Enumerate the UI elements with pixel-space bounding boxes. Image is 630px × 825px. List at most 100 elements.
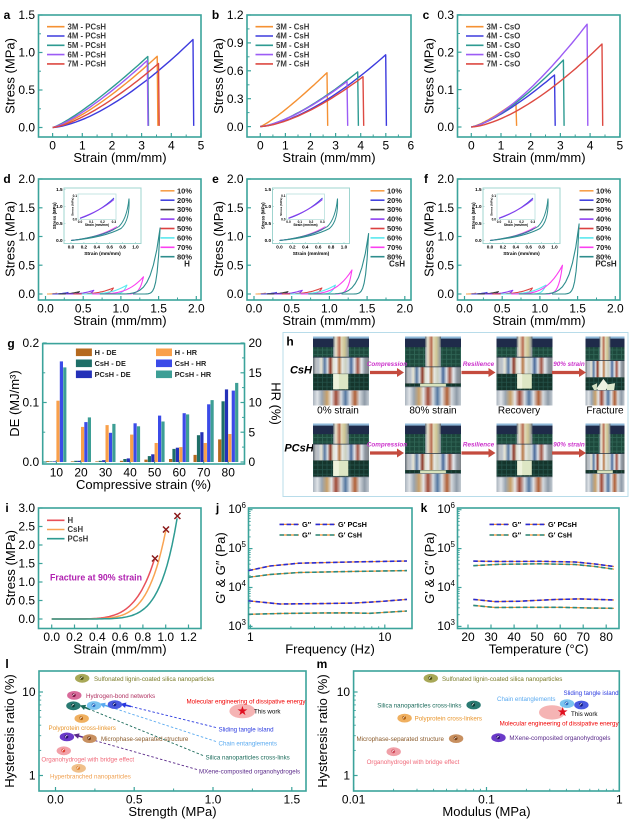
svg-text:30: 30 — [99, 466, 113, 480]
svg-text:0.0: 0.0 — [23, 455, 40, 469]
svg-text:Strain (mm/mm): Strain (mm/mm) — [73, 641, 166, 656]
svg-text:0.0: 0.0 — [37, 302, 54, 316]
svg-text:0.4: 0.4 — [89, 630, 106, 644]
svg-text:2.0: 2.0 — [18, 172, 35, 186]
svg-text:0.2: 0.2 — [519, 220, 524, 224]
svg-text:This work: This work — [571, 711, 598, 718]
svg-text:0.2: 0.2 — [309, 220, 314, 224]
svg-text:Stress (MPa): Stress (MPa) — [471, 202, 476, 229]
svg-text:PCsH - DE: PCsH - DE — [95, 370, 131, 379]
svg-text:0.0: 0.0 — [78, 220, 83, 224]
svg-text:Strain (mm/mm): Strain (mm/mm) — [293, 251, 330, 257]
svg-text:103: 103 — [228, 618, 246, 633]
svg-text:2: 2 — [307, 139, 314, 153]
svg-text:0: 0 — [49, 139, 56, 153]
svg-text:20: 20 — [461, 630, 475, 644]
svg-text:103: 103 — [437, 618, 455, 633]
svg-text:Sliding tangle island: Sliding tangle island — [564, 690, 620, 697]
svg-text:0.0: 0.0 — [497, 220, 502, 224]
svg-text:0.4: 0.4 — [302, 245, 309, 250]
svg-text:0.1: 0.1 — [437, 83, 454, 97]
svg-text:1: 1 — [498, 139, 505, 153]
svg-text:1.0: 1.0 — [475, 204, 482, 209]
svg-text:3: 3 — [138, 139, 145, 153]
svg-text:2: 2 — [109, 139, 116, 153]
svg-text:Organohydrogel with bridge eff: Organohydrogel with bridge effect — [367, 759, 460, 766]
svg-text:1.5: 1.5 — [475, 187, 482, 192]
svg-text:Compressive strain (%): Compressive strain (%) — [76, 477, 211, 492]
svg-text:10: 10 — [22, 685, 36, 699]
svg-text:Silica nanoparticles cross-lin: Silica nanoparticles cross-links — [206, 755, 290, 762]
svg-text:m: m — [317, 657, 328, 671]
svg-text:★: ★ — [237, 706, 247, 718]
svg-text:1: 1 — [343, 769, 350, 783]
svg-text:1.5: 1.5 — [18, 8, 35, 22]
svg-text:1.0: 1.0 — [321, 302, 338, 316]
svg-text:G″: G″ — [302, 520, 312, 529]
svg-text:1.0: 1.0 — [265, 204, 272, 209]
svg-text:0.2: 0.2 — [66, 630, 83, 644]
svg-text:0.5: 0.5 — [437, 258, 454, 272]
svg-text:0.8: 0.8 — [119, 245, 126, 250]
svg-text:10%: 10% — [387, 186, 402, 195]
svg-text:Strain (mm/mm): Strain (mm/mm) — [73, 150, 166, 165]
svg-text:Silica nanoparticles cross-lin: Silica nanoparticles cross-links — [377, 703, 461, 710]
svg-text:10%: 10% — [596, 186, 611, 195]
svg-text:Strain (mm/mm): Strain (mm/mm) — [84, 251, 121, 257]
svg-text:★: ★ — [558, 707, 568, 719]
svg-text:PCsH - HR: PCsH - HR — [175, 370, 212, 379]
svg-text:10: 10 — [50, 466, 64, 480]
svg-text:1.5: 1.5 — [283, 793, 300, 807]
svg-text:15: 15 — [249, 366, 263, 380]
svg-text:0.0: 0.0 — [227, 287, 244, 301]
svg-text:Stress (MPa): Stress (MPa) — [279, 198, 283, 216]
svg-text:Stress (MPa): Stress (MPa) — [490, 198, 494, 216]
svg-text:G″: G″ — [512, 520, 522, 529]
svg-text:0.4: 0.4 — [513, 245, 520, 250]
svg-text:1.0: 1.0 — [227, 230, 244, 244]
svg-text:H - HR: H - HR — [175, 348, 198, 357]
svg-text:7M - CsH: 7M - CsH — [276, 60, 310, 69]
svg-text:40: 40 — [123, 466, 137, 480]
svg-text:Organohydrogel with bridge eff: Organohydrogel with bridge effect — [41, 756, 134, 763]
svg-text:0.5: 0.5 — [18, 258, 35, 272]
svg-text:a: a — [4, 8, 11, 22]
svg-text:1: 1 — [616, 793, 623, 807]
svg-text:10: 10 — [378, 630, 392, 644]
svg-text:5M - PCsH: 5M - PCsH — [68, 41, 107, 50]
svg-text:Stress (MPa): Stress (MPa) — [71, 198, 75, 216]
svg-text:Sulfonated lignin-coated silic: Sulfonated lignin-coated silica nanopart… — [442, 676, 562, 683]
svg-text:c: c — [423, 8, 430, 22]
svg-text:1.0: 1.0 — [56, 204, 63, 209]
svg-text:0.1: 0.1 — [23, 396, 40, 410]
svg-text:k: k — [421, 501, 428, 515]
svg-text:Fracture at 90% strain: Fracture at 90% strain — [50, 573, 142, 583]
svg-text:G′ CsH: G′ CsH — [548, 531, 572, 540]
svg-text:Sliding tangle island: Sliding tangle island — [219, 727, 275, 734]
svg-text:4: 4 — [357, 139, 364, 153]
svg-text:Stress (MPa): Stress (MPa) — [211, 38, 226, 114]
svg-text:20%: 20% — [596, 196, 611, 205]
svg-text:70: 70 — [577, 630, 591, 644]
svg-text:3.0: 3.0 — [18, 501, 35, 515]
svg-text:0.0: 0.0 — [492, 218, 497, 222]
svg-text:104: 104 — [437, 579, 455, 594]
svg-text:5M - CsO: 5M - CsO — [487, 41, 521, 50]
svg-text:1.5: 1.5 — [18, 557, 35, 571]
svg-text:H: H — [68, 516, 74, 525]
svg-text:Strain (mm/mm): Strain (mm/mm) — [282, 313, 375, 328]
svg-text:1.0: 1.0 — [437, 230, 454, 244]
svg-text:PCsH: PCsH — [284, 443, 314, 455]
svg-text:Compression: Compression — [367, 442, 407, 449]
svg-text:Polyprotein cross-linkers: Polyprotein cross-linkers — [415, 716, 482, 723]
svg-text:30%: 30% — [177, 205, 192, 214]
svg-text:g: g — [7, 337, 14, 351]
svg-text:0.0: 0.0 — [18, 612, 35, 626]
svg-text:60: 60 — [173, 466, 187, 480]
svg-text:6M - PCsH: 6M - PCsH — [68, 50, 107, 59]
svg-text:70: 70 — [197, 466, 211, 480]
svg-text:0.5: 0.5 — [126, 793, 143, 807]
svg-text:50: 50 — [530, 630, 544, 644]
svg-text:0.8: 0.8 — [135, 630, 152, 644]
svg-text:0.2: 0.2 — [100, 220, 105, 224]
